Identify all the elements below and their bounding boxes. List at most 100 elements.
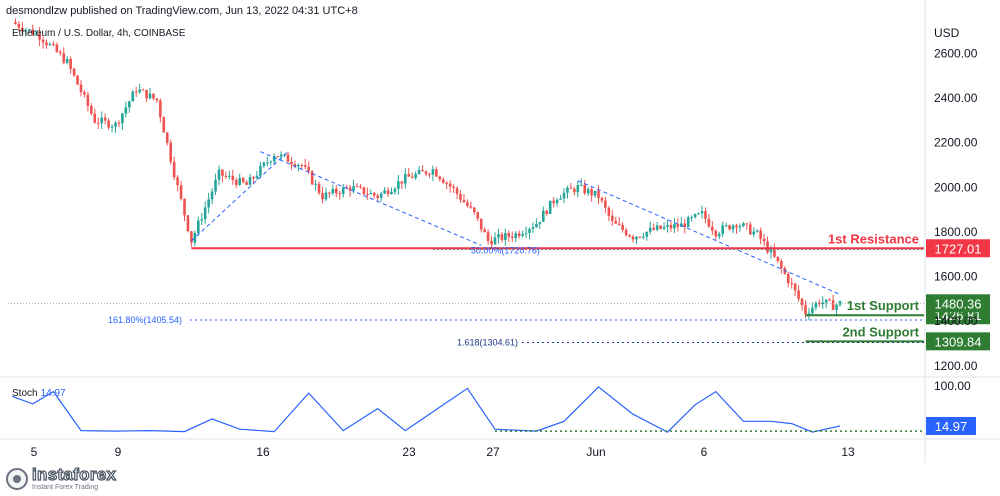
price-tick-label: 2600.00 (934, 46, 978, 60)
fib-label: 50.00%(1720.76) (471, 246, 540, 256)
candle-body (31, 29, 34, 35)
candle-body (141, 89, 145, 91)
instaforex-logo: instaforex Instant Forex Trading (6, 465, 117, 491)
price-tag-value: 1480.36 (935, 296, 982, 311)
candle-body (379, 193, 383, 198)
candle-body (207, 199, 210, 208)
stoch-tag-value: 14.97 (935, 419, 968, 434)
time-tick-label: 6 (701, 445, 708, 459)
candle-body (790, 283, 793, 285)
candle-body (821, 302, 825, 305)
candle-body (317, 183, 321, 194)
stoch-value: 14.97 (40, 388, 66, 399)
candle-body (245, 182, 248, 185)
candle-body (69, 58, 72, 69)
candle-body (324, 192, 328, 200)
candle-body (597, 190, 600, 198)
candle-body (697, 213, 700, 215)
candle-body (762, 238, 766, 242)
candle-body (462, 199, 466, 203)
candle-body (441, 179, 445, 183)
candle-body (835, 304, 838, 310)
candle-body (117, 122, 121, 124)
candle-body (780, 260, 783, 269)
candle-body (366, 194, 369, 196)
candle-body (800, 298, 804, 306)
candle-body (414, 173, 417, 178)
candle-body (300, 165, 304, 167)
candle-body (269, 161, 273, 163)
candle-body (348, 187, 352, 191)
candle-body (369, 193, 373, 195)
candle-body (755, 230, 759, 232)
candle-body (172, 161, 176, 178)
candle-body (669, 224, 673, 229)
candle-body (72, 68, 76, 76)
candle-body (45, 42, 48, 46)
candle-body (466, 202, 469, 206)
candle-body (766, 241, 769, 253)
candle-body (624, 230, 628, 236)
candle-body (124, 107, 128, 114)
candle-body (562, 192, 566, 199)
candle-body (776, 256, 780, 261)
candle-body (614, 220, 618, 224)
candle-body (362, 187, 366, 195)
candle-body (586, 189, 590, 194)
candle-body (490, 240, 493, 245)
candle-body (183, 198, 186, 216)
candle-body (828, 299, 831, 301)
candle-body (814, 302, 818, 308)
currency-label: USD (934, 26, 960, 40)
candle-body (272, 156, 276, 162)
candle-body (359, 186, 362, 188)
candle-body (162, 117, 166, 133)
logo-tagline: Instant Forex Trading (32, 484, 99, 491)
candle-body (452, 186, 455, 189)
candle-body (252, 177, 255, 179)
candle-body (114, 122, 117, 127)
candle-body (96, 122, 100, 124)
candle-body (76, 75, 79, 85)
candle-body (400, 181, 404, 184)
candle-body (824, 299, 828, 303)
fib-label: 161.80%(1405.54) (108, 315, 182, 325)
candle-body (707, 218, 711, 227)
time-tick-label: 23 (402, 445, 416, 459)
candle-body (179, 185, 183, 199)
candles (14, 18, 842, 321)
stoch-legend: Stoch 14.97 (12, 388, 66, 399)
candle-body (134, 91, 138, 93)
candle-body (83, 92, 86, 95)
support-label: 1st Support (847, 298, 920, 313)
logo-mark-icon (6, 467, 28, 490)
candle-body (642, 236, 645, 238)
candle-body (628, 235, 631, 237)
candle-body (266, 162, 269, 164)
candle-body (811, 307, 814, 314)
price-tick-label: 2400.00 (934, 91, 978, 105)
candle-body (193, 233, 197, 243)
time-tick-label: Jun (586, 445, 605, 459)
candle-body (717, 233, 721, 237)
candle-body (435, 169, 438, 177)
candle-body (65, 58, 69, 63)
candle-body (169, 142, 172, 162)
axes: 1200.00 1400.00 1600.00 1800.00 2000.00 2200.… (31, 46, 978, 459)
time-tick-label: 13 (841, 445, 855, 459)
stoch-name: Stoch (12, 388, 38, 399)
candle-body (217, 169, 221, 180)
candle-body (438, 176, 442, 180)
candle-body (510, 236, 514, 238)
candle-body (635, 236, 638, 240)
candle-body (293, 164, 297, 167)
candle-body (397, 181, 400, 189)
trendline-down-2 (577, 180, 841, 295)
time-tick-label: 9 (115, 445, 122, 459)
candle-body (241, 177, 245, 183)
candle-body (34, 33, 38, 35)
candle-body (652, 227, 655, 230)
candle-body (655, 225, 659, 230)
candle-body (807, 313, 811, 315)
